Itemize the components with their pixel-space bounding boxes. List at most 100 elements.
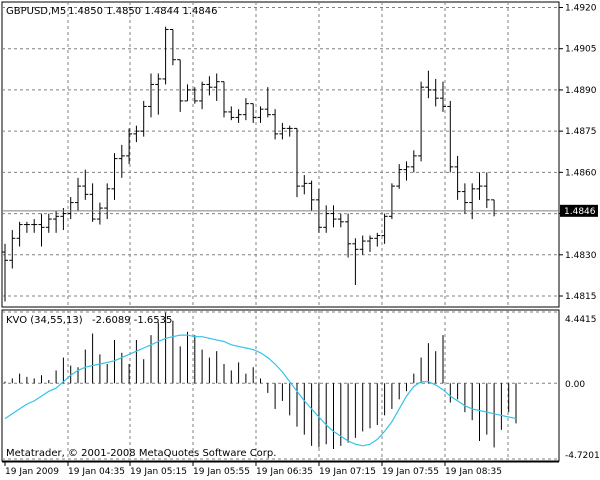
ohlc-bar: [396, 164, 403, 189]
price-panel-frame: [1, 1, 560, 308]
ohlc-bar: [228, 106, 235, 121]
indicator-level-zero: 0.00: [565, 380, 585, 390]
ohlc-bar: [337, 213, 344, 228]
ohlc-bar: [286, 125, 293, 137]
ohlc-bar: [476, 172, 483, 200]
time-label: 19 Jan 05:55: [193, 467, 250, 477]
ohlc-bar: [235, 109, 242, 123]
price-grid: [2, 2, 559, 307]
ohlc-bar: [308, 180, 315, 211]
ohlc-bar: [352, 238, 359, 286]
ohlc-bar: [118, 144, 125, 178]
time-label: 19 Jan 06:35: [256, 467, 313, 477]
ohlc-bar: [169, 28, 176, 66]
ohlc-bar: [133, 125, 140, 143]
ohlc-bar: [23, 221, 30, 233]
ohlc-label: 1.4850 1.4850 1.4844 1.4846: [68, 6, 218, 17]
indicator-label: KVO (34,55,13): [6, 315, 83, 326]
ohlc-bar: [469, 183, 476, 220]
price-level-label: 1.4890: [565, 86, 597, 96]
ohlc-bar: [111, 153, 118, 200]
ohlc-bar: [388, 183, 395, 220]
ohlc-bar: [184, 84, 191, 102]
symbol-label: GBPUSD,M5: [6, 6, 66, 17]
kvo-indicator-panel[interactable]: KVO (34,55,13) -2.6089 -1.6535 Metatrade…: [1, 309, 560, 462]
ohlc-bar: [148, 73, 154, 118]
price-level-label: 1.4815: [565, 292, 597, 302]
price-level-label: 1.4920: [565, 3, 597, 13]
time-label: 19 Jan 05:15: [130, 467, 187, 477]
indicator-axis: 4.4415 0.00 -4.7201: [565, 315, 600, 461]
ohlc-bar: [206, 76, 213, 96]
ohlc-bar: [410, 150, 417, 173]
price-bars: [2, 26, 498, 302]
ohlc-bar: [213, 73, 220, 101]
ohlc-bar: [199, 81, 206, 110]
ohlc-bar: [16, 221, 23, 247]
ohlc-bar: [60, 208, 67, 231]
ohlc-bar: [461, 183, 468, 214]
kvo-signal-line: [4, 334, 517, 447]
ohlc-bar: [140, 100, 147, 137]
ohlc-bar: [301, 175, 308, 195]
ohlc-bar: [45, 213, 52, 233]
ohlc-bar: [454, 155, 461, 200]
ohlc-bar: [381, 213, 388, 244]
current-price-label: 1.4846: [560, 204, 598, 217]
current-price-value: 1.4846: [564, 207, 596, 217]
ohlc-bar: [374, 232, 381, 247]
ohlc-bar: [425, 70, 432, 99]
copyright-text: Metatrader, © 2001-2008 MetaQuotes Softw…: [6, 448, 276, 459]
ohlc-bar: [418, 81, 425, 162]
indicator-panel-frame: [1, 309, 560, 462]
time-label: 19 Jan 2009: [5, 467, 59, 477]
ohlc-bar: [330, 205, 337, 228]
indicator-level-top: 4.4415: [565, 315, 597, 325]
ohlc-bar: [89, 183, 96, 222]
ohlc-bar: [38, 213, 45, 247]
ohlc-bar: [359, 235, 366, 255]
ohlc-bar: [440, 81, 446, 112]
ohlc-bar: [279, 122, 286, 140]
time-label: 19 Jan 04:35: [68, 467, 125, 477]
ohlc-bar: [155, 73, 162, 115]
current-price-tag: [560, 204, 598, 217]
price-level-label: 1.4875: [565, 127, 597, 137]
ohlc-bar: [221, 81, 227, 118]
ohlc-bar: [67, 197, 74, 220]
price-level-label: 1.4830: [565, 251, 597, 261]
ohlc-bar: [483, 172, 490, 209]
ohlc-bar: [272, 109, 279, 140]
ohlc-bar: [345, 213, 352, 258]
ohlc-bar: [96, 202, 103, 225]
ohlc-bar: [257, 106, 264, 123]
ohlc-bar: [82, 169, 89, 200]
ohlc-bar: [53, 210, 60, 233]
ohlc-bar: [104, 183, 111, 220]
ohlc-bar: [126, 128, 133, 165]
ohlc-bar: [403, 161, 410, 181]
ohlc-bar: [177, 59, 184, 112]
indicator-grid: [2, 310, 559, 461]
time-label: 19 Jan 08:35: [445, 467, 502, 477]
ohlc-bar: [264, 87, 271, 118]
indicator-values: -2.6089 -1.6535: [92, 315, 172, 326]
ohlc-bar: [432, 78, 439, 107]
price-panel[interactable]: GBPUSD,M5 1.4850 1.4850 1.4844 1.4846: [1, 1, 560, 308]
ohlc-bar: [75, 177, 81, 211]
time-label: 19 Jan 07:15: [319, 467, 376, 477]
ohlc-bar: [323, 205, 330, 233]
ohlc-bar: [447, 100, 454, 173]
ohlc-bar: [250, 103, 257, 123]
ohlc-bar: [242, 98, 249, 121]
time-axis: 19 Jan 2009 19 Jan 04:35 19 Jan 05:15 19 Ja…: [2, 461, 559, 477]
ohlc-bar: [191, 87, 198, 104]
ohlc-bar: [367, 235, 373, 253]
ohlc-bar: [9, 230, 16, 269]
price-level-label: 1.4905: [565, 45, 597, 55]
indicator-level-bottom: -4.7201: [565, 451, 600, 461]
ohlc-bar: [294, 127, 300, 198]
